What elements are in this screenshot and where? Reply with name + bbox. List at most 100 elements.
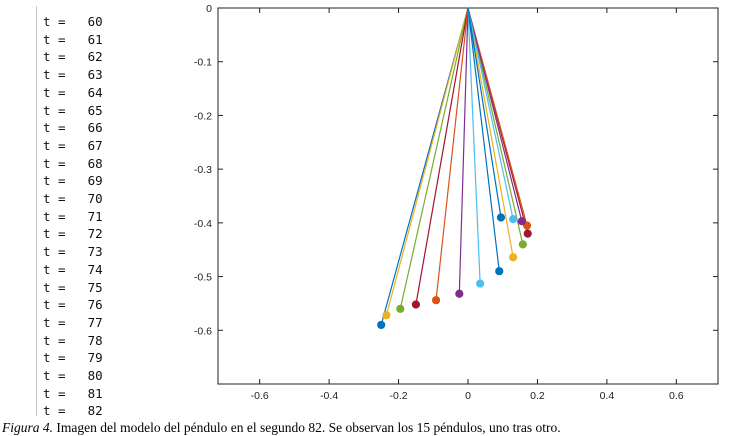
console-prefix: t = [43,350,66,366]
pendulum-bob [377,320,386,330]
console-value: 66 [87,120,103,136]
pendulum-string [415,7,469,305]
pendulum-strings [380,7,529,326]
pendulum-string [435,7,469,301]
console-prefix: t = [43,14,66,29]
pendulum-bob [509,253,518,262]
console-line: t = 70 [43,191,103,206]
y-tick-label: -0.5 [194,272,212,284]
console-value: 67 [87,137,103,153]
pendulum-bob [476,279,485,288]
console-line: t = 65 [43,103,103,118]
console-prefix: t = [43,226,66,242]
console-line: t = 75 [43,280,103,295]
pendulum-bob [509,214,518,224]
pendulum-bob [396,304,405,313]
console-prefix: t = [43,314,66,330]
x-tick-label: -0.4 [320,390,338,402]
console-value: 68 [87,155,103,171]
console-value: 63 [87,67,103,83]
console-value: 62 [87,49,103,65]
console-line: t = 66 [43,120,103,135]
console-prefix: t = [43,208,66,224]
console-prefix: t = [43,84,66,100]
console-line: t = 82 [43,403,103,418]
caption-label: Figura 4. [2,420,54,435]
x-tick-label: 0.4 [600,390,615,402]
console-value: 69 [87,173,103,189]
pendulum-string [385,7,469,316]
pendulum-string [467,7,524,245]
x-tick-label: -0.2 [390,390,408,402]
console-value: 79 [87,350,103,366]
console-line: t = 67 [43,138,103,153]
pendulum-chart: -0.6 -0.4 -0.2 0 0.2 0.4 0.6 0 -0.1 -0.2 -0.3 -0.4 -… [194,3,719,402]
pendulum-bob [431,296,441,305]
pendulum-bob [411,300,421,309]
pendulum-bob [382,311,391,320]
y-tick-label: -0.2 [194,110,212,122]
console-value: 80 [87,368,103,383]
pendulum-bob [517,217,526,226]
pendulum-string [467,7,502,218]
console-line: t = 77 [43,315,103,330]
console-line: t = 60 [43,14,103,29]
pendulum-string [399,7,469,309]
y-tick-label: -0.3 [194,164,212,176]
console-value: 64 [87,84,103,100]
y-tick-label: -0.6 [194,325,212,337]
pendulum-string [467,7,523,222]
console-value: 76 [87,297,103,313]
console-value: 75 [87,279,103,295]
pendulum-bob [522,221,532,230]
pendulum-string [467,7,514,220]
console-line: t = 78 [43,333,103,348]
console-line: t = 62 [43,49,103,64]
console-value: 70 [87,191,103,206]
console-value: 74 [87,261,103,277]
console-value: 82 [87,403,103,419]
pendulum-bob [495,267,504,276]
console-value: 71 [87,208,103,224]
console-line: t = 64 [43,85,103,100]
axes-frame [217,7,719,385]
console-line: t = 73 [43,244,103,259]
console-value: 61 [87,31,103,47]
pendulum-string [467,7,514,258]
figure-caption: Figura 4. Imagen del modelo del péndulo … [2,420,738,436]
console-line: t = 81 [43,386,103,401]
console-value: 77 [87,314,103,330]
x-tick-label: 0 [465,390,471,402]
console-prefix: t = [43,261,66,277]
console-line: t = 68 [43,156,103,171]
plot-box [217,7,719,385]
console-prefix: t = [43,403,66,419]
console-prefix: t = [43,67,66,83]
console-line: t = 74 [43,262,103,277]
y-tick-label: -0.4 [194,218,212,230]
console-prefix: t = [43,279,66,295]
console-prefix: t = [43,137,66,153]
console-prefix: t = [43,102,66,118]
console-line: t = 69 [43,173,103,188]
console-line: t = 71 [43,209,103,224]
pendulum-bobs [377,213,532,330]
x-tick-label: -0.6 [251,390,269,402]
y-tick-label: -0.1 [194,57,212,69]
pendulum-string [458,7,469,294]
console-line: t = 61 [43,32,103,47]
console-value: 65 [87,102,103,118]
x-tick-label: 0.6 [669,390,684,402]
console-line: t = 63 [43,67,103,82]
console-prefix: t = [43,173,66,189]
pendulum-bob [523,229,532,238]
console-line: t = 76 [43,297,103,312]
pendulum-bob [518,240,527,249]
caption-text: Imagen del modelo del péndulo en el segu… [53,420,561,435]
console-value: 73 [87,244,103,260]
pendulum-string [467,7,500,272]
pendulum-bob [455,289,464,298]
console-value: 60 [87,14,103,29]
y-tick-label: 0 [206,3,212,15]
console-prefix: t = [43,368,66,383]
